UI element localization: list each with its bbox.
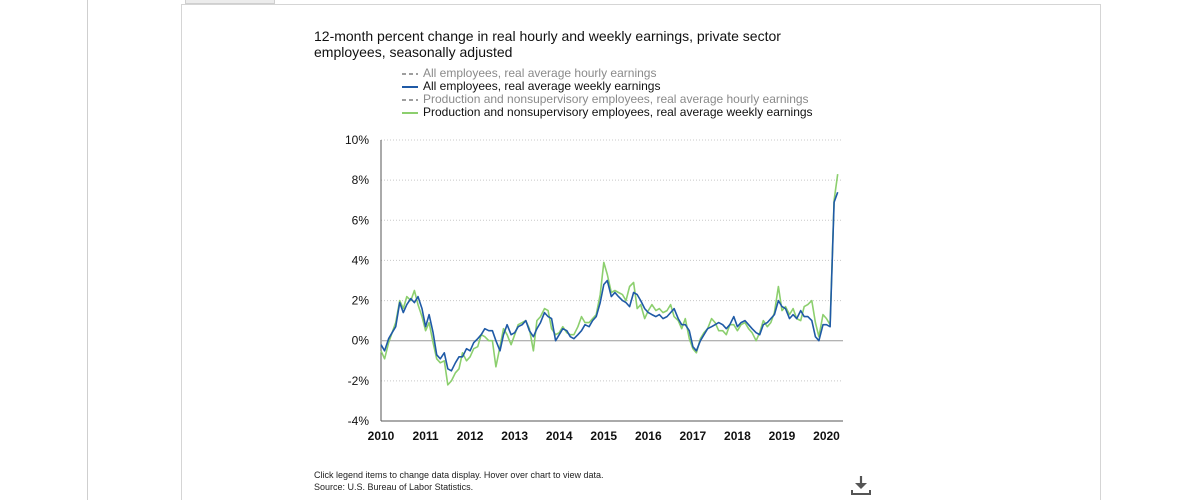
chart-title-line-1: 12-month percent change in real hourly a… bbox=[314, 28, 781, 44]
y-tick-label: 4% bbox=[352, 253, 370, 267]
page-divider bbox=[87, 0, 88, 500]
x-tick-label: 2020 bbox=[813, 429, 840, 443]
y-tick-label: 0% bbox=[352, 334, 370, 348]
green-line-swatch-icon bbox=[402, 111, 418, 114]
legend-item-production-weekly[interactable]: Production and nonsupervisory employees,… bbox=[402, 106, 813, 119]
legend-label: All employees, real average weekly earni… bbox=[423, 79, 661, 93]
dashed-line-swatch-icon bbox=[402, 72, 418, 75]
chart-title-line-2: employees, seasonally adjusted bbox=[314, 44, 513, 60]
y-tick-label: -4% bbox=[348, 414, 370, 428]
y-tick-label: 10% bbox=[345, 133, 369, 147]
chart-footnote: Click legend items to change data displa… bbox=[314, 469, 603, 493]
download-icon bbox=[851, 476, 871, 495]
x-tick-label: 2016 bbox=[635, 429, 662, 443]
panel-tab[interactable] bbox=[185, 0, 275, 4]
download-button[interactable] bbox=[849, 473, 873, 497]
blue-line-swatch-icon bbox=[402, 85, 418, 88]
footnote-source: Source: U.S. Bureau of Labor Statistics. bbox=[314, 482, 474, 492]
y-tick-label: -2% bbox=[348, 374, 370, 388]
x-tick-label: 2017 bbox=[680, 429, 707, 443]
y-tick-label: 2% bbox=[352, 294, 370, 308]
x-tick-label: 2013 bbox=[501, 429, 528, 443]
legend-label: All employees, real average hourly earni… bbox=[423, 66, 657, 80]
dashed-line-swatch-icon bbox=[402, 98, 418, 101]
y-tick-label: 6% bbox=[352, 213, 370, 227]
legend-item-production-hourly[interactable]: Production and nonsupervisory employees,… bbox=[402, 93, 813, 106]
x-tick-label: 2019 bbox=[769, 429, 796, 443]
x-tick-label: 2018 bbox=[724, 429, 751, 443]
legend-label: Production and nonsupervisory employees,… bbox=[423, 105, 813, 119]
x-tick-label: 2010 bbox=[368, 429, 395, 443]
footnote-instructions: Click legend items to change data displa… bbox=[314, 470, 604, 480]
x-tick-label: 2015 bbox=[590, 429, 617, 443]
x-tick-label: 2012 bbox=[457, 429, 484, 443]
x-tick-label: 2014 bbox=[546, 429, 573, 443]
chart-panel bbox=[181, 4, 1101, 500]
legend-item-all-weekly[interactable]: All employees, real average weekly earni… bbox=[402, 80, 813, 93]
series-line-production-weekly[interactable] bbox=[380, 173, 839, 386]
legend-item-all-hourly[interactable]: All employees, real average hourly earni… bbox=[402, 67, 813, 80]
chart-legend: All employees, real average hourly earni… bbox=[402, 67, 813, 119]
legend-label: Production and nonsupervisory employees,… bbox=[423, 92, 809, 106]
x-tick-label: 2011 bbox=[413, 429, 439, 443]
chart-title: 12-month percent change in real hourly a… bbox=[314, 28, 834, 60]
series-line-all-employees-weekly[interactable] bbox=[380, 191, 839, 372]
y-tick-label: 8% bbox=[352, 173, 370, 187]
